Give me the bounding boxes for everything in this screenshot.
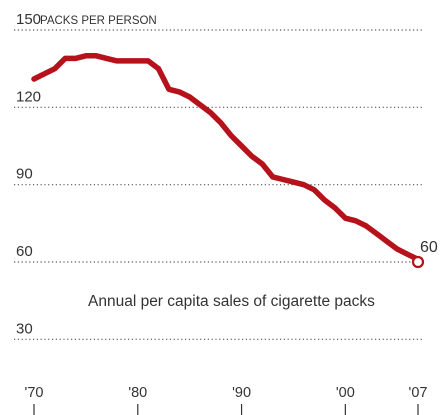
- data-point: [198, 102, 203, 107]
- data-point: [42, 71, 47, 76]
- data-point: [395, 247, 400, 252]
- data-point: [63, 56, 68, 61]
- y-tick-label: 30: [16, 320, 33, 337]
- data-point: [270, 174, 275, 179]
- data-point: [177, 89, 182, 94]
- y-tick-label: 90: [16, 166, 33, 183]
- data-point: [343, 216, 348, 221]
- data-point: [229, 133, 234, 138]
- data-point: [156, 66, 161, 71]
- y-tick-label: 120: [16, 88, 41, 105]
- x-tick-label: '90: [232, 385, 251, 401]
- data-point: [73, 56, 78, 61]
- x-tick-label: '00: [336, 385, 355, 401]
- y-tick-label: 150: [16, 11, 41, 28]
- x-tick-label: '70: [25, 385, 44, 401]
- data-point: [384, 239, 389, 244]
- data-point: [239, 144, 244, 149]
- data-point: [364, 223, 369, 228]
- data-point: [322, 198, 327, 203]
- data-point: [32, 76, 37, 81]
- data-point: [291, 180, 296, 185]
- y-axis-label: PACKS PER PERSON: [40, 15, 157, 27]
- data-point: [249, 154, 254, 159]
- data-point: [115, 58, 120, 63]
- data-point: [260, 162, 265, 167]
- end-value-label: 60: [420, 239, 438, 256]
- data-point: [332, 205, 337, 210]
- data-point: [187, 95, 192, 100]
- data-point: [125, 58, 130, 63]
- data-point: [104, 56, 109, 61]
- data-point: [374, 231, 379, 236]
- chart-annotation: Annual per capita sales of cigarette pac…: [88, 293, 375, 310]
- data-point: [208, 110, 213, 115]
- series-line: [31, 53, 421, 263]
- data-point: [218, 120, 223, 125]
- data-point: [94, 53, 99, 58]
- data-points: [32, 53, 421, 262]
- data-point: [312, 187, 317, 192]
- data-point: [281, 177, 286, 182]
- data-point: [135, 58, 140, 63]
- data-point: [83, 53, 88, 58]
- data-point: [301, 182, 306, 187]
- x-tick-label: '07: [409, 385, 428, 401]
- data-point: [353, 218, 358, 223]
- data-point: [405, 252, 410, 257]
- data-point: [146, 58, 151, 63]
- x-axis: '70 '80 '90 '00 '07: [25, 385, 428, 415]
- y-axis-ticks: 150 120 90 60 30: [16, 11, 41, 337]
- data-point: [52, 66, 57, 71]
- end-point-marker: [411, 255, 425, 269]
- y-tick-label: 60: [16, 243, 33, 260]
- data-point: [166, 87, 171, 92]
- x-tick-label: '80: [128, 385, 147, 401]
